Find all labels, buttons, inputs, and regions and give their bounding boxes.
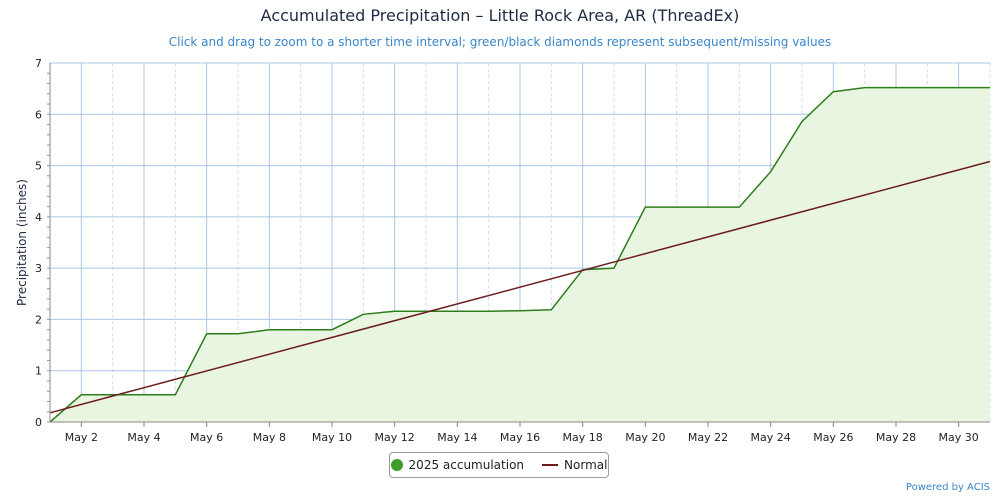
accumulation-area	[50, 87, 990, 422]
x-tick-label: May 8	[253, 431, 286, 444]
y-tick-label: 1	[35, 365, 42, 378]
y-tick-label: 5	[35, 160, 42, 173]
chart-subtitle: Click and drag to zoom to a shorter time…	[168, 35, 832, 49]
chart-title: Accumulated Precipitation – Little Rock …	[260, 6, 740, 25]
x-tick-label: May 18	[563, 431, 603, 444]
y-tick-label: 0	[35, 416, 42, 429]
x-tick-label: May 22	[688, 431, 728, 444]
y-tick-label: 3	[35, 262, 42, 275]
legend-accumulation-label: 2025 accumulation	[408, 458, 525, 472]
x-tick-label: May 6	[190, 431, 223, 444]
y-tick-label: 2	[35, 313, 42, 326]
x-tick-label: May 14	[437, 431, 477, 444]
x-tick-label: May 24	[751, 431, 791, 444]
legend-item-normal[interactable]: Normal	[542, 458, 607, 472]
x-tick-label: May 4	[127, 431, 160, 444]
normal-line	[49, 160, 991, 414]
y-tick-label: 7	[35, 57, 42, 70]
legend-item-accumulation[interactable]: 2025 accumulation	[390, 458, 525, 472]
x-tick-label: May 26	[813, 431, 853, 444]
x-tick-label: May 30	[939, 431, 979, 444]
accumulation-line	[49, 86, 990, 423]
x-tick-label: May 28	[876, 431, 916, 444]
legend-normal-label: Normal	[564, 458, 608, 472]
x-tick-label: May 12	[375, 431, 415, 444]
chart-legend: 2025 accumulation Normal	[389, 452, 609, 478]
y-tick-label: 4	[35, 211, 42, 224]
x-tick-label: May 2	[65, 431, 98, 444]
y-axis-label: Precipitation (inches)	[15, 179, 29, 306]
x-tick-label: May 20	[625, 431, 665, 444]
legend-normal-line-icon	[542, 464, 559, 466]
x-tick-label: May 16	[500, 431, 540, 444]
powered-by-credit[interactable]: Powered by ACIS	[905, 482, 990, 493]
legend-accumulation-marker-icon	[390, 459, 403, 471]
y-tick-label: 6	[35, 108, 42, 121]
x-tick-label: May 10	[312, 431, 352, 444]
